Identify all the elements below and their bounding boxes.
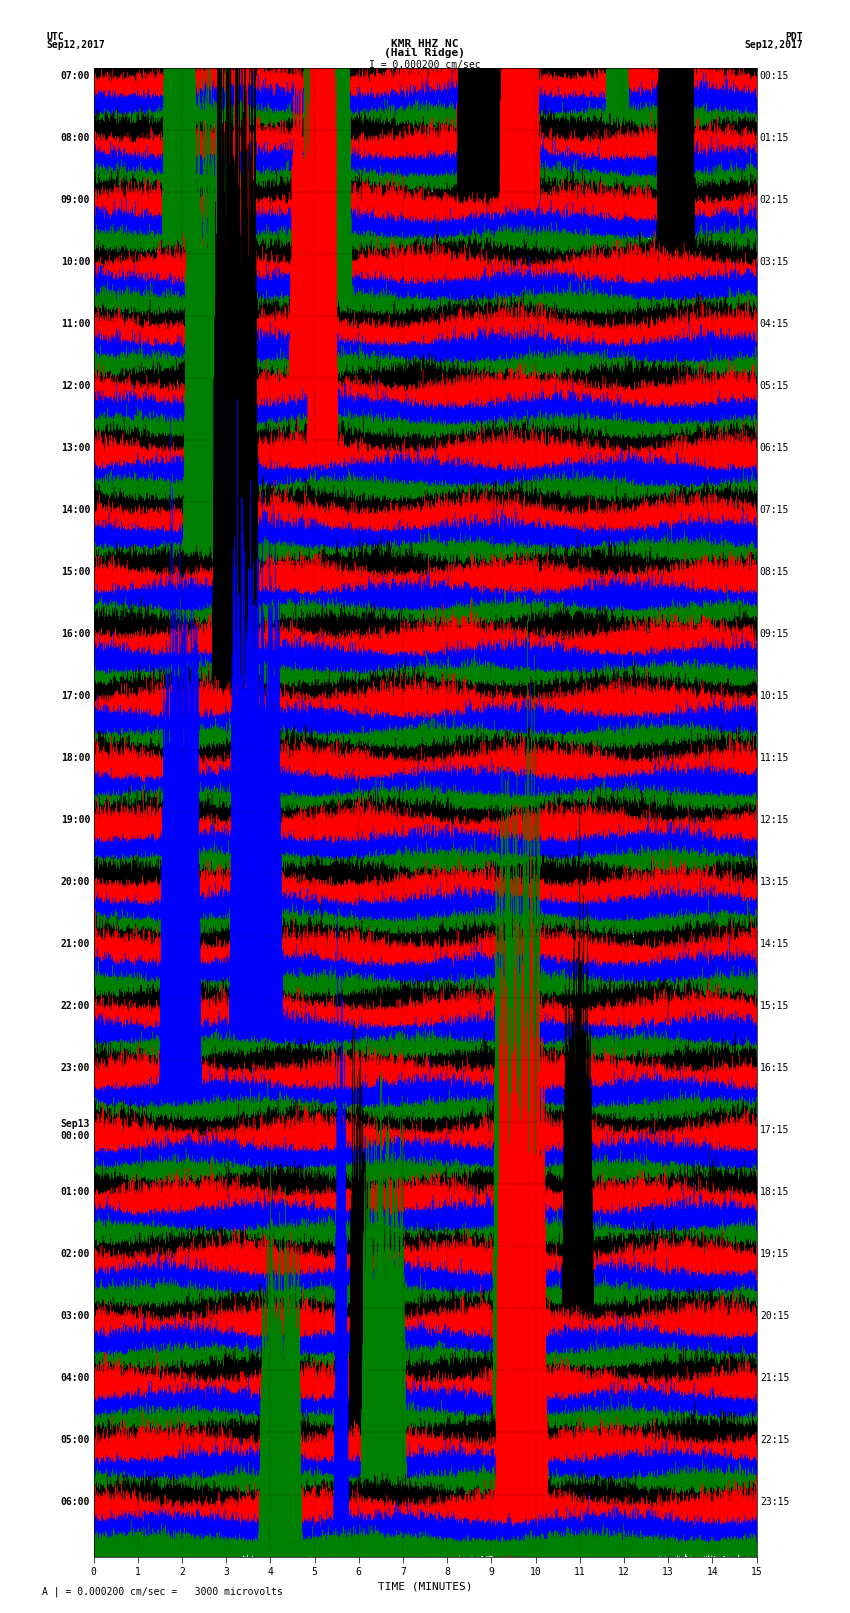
Text: 02:15: 02:15 xyxy=(760,195,789,205)
Text: 20:00: 20:00 xyxy=(61,877,90,887)
Text: 21:00: 21:00 xyxy=(61,939,90,948)
Text: 18:00: 18:00 xyxy=(61,753,90,763)
Text: 03:00: 03:00 xyxy=(61,1311,90,1321)
Text: 18:15: 18:15 xyxy=(760,1187,789,1197)
Text: 13:00: 13:00 xyxy=(61,442,90,453)
Text: 22:00: 22:00 xyxy=(61,1002,90,1011)
Text: 10:15: 10:15 xyxy=(760,690,789,700)
Text: 04:15: 04:15 xyxy=(760,319,789,329)
Text: 11:00: 11:00 xyxy=(61,319,90,329)
Text: 10:00: 10:00 xyxy=(61,256,90,266)
Text: KMR HHZ NC: KMR HHZ NC xyxy=(391,39,459,48)
Text: 02:00: 02:00 xyxy=(61,1248,90,1260)
Text: 07:00: 07:00 xyxy=(61,71,90,81)
Text: 06:00: 06:00 xyxy=(61,1497,90,1507)
Text: 17:00: 17:00 xyxy=(61,690,90,700)
Text: 19:00: 19:00 xyxy=(61,815,90,824)
Text: 11:15: 11:15 xyxy=(760,753,789,763)
Text: 08:00: 08:00 xyxy=(61,132,90,142)
Text: 17:15: 17:15 xyxy=(760,1124,789,1136)
Text: 01:15: 01:15 xyxy=(760,132,789,142)
Text: 16:15: 16:15 xyxy=(760,1063,789,1073)
Text: 20:15: 20:15 xyxy=(760,1311,789,1321)
Text: 12:15: 12:15 xyxy=(760,815,789,824)
Text: Sep13
00:00: Sep13 00:00 xyxy=(61,1119,90,1140)
Text: 07:15: 07:15 xyxy=(760,505,789,515)
Text: I = 0.000200 cm/sec: I = 0.000200 cm/sec xyxy=(369,60,481,69)
Text: 06:15: 06:15 xyxy=(760,442,789,453)
Text: 16:00: 16:00 xyxy=(61,629,90,639)
Text: 14:00: 14:00 xyxy=(61,505,90,515)
Text: 13:15: 13:15 xyxy=(760,877,789,887)
Text: 15:00: 15:00 xyxy=(61,566,90,577)
Text: 00:15: 00:15 xyxy=(760,71,789,81)
Text: 01:00: 01:00 xyxy=(61,1187,90,1197)
Text: (Hail Ridge): (Hail Ridge) xyxy=(384,48,466,58)
Text: Sep12,2017: Sep12,2017 xyxy=(47,40,105,50)
Text: 23:00: 23:00 xyxy=(61,1063,90,1073)
Text: 21:15: 21:15 xyxy=(760,1373,789,1384)
Text: 08:15: 08:15 xyxy=(760,566,789,577)
Text: 23:15: 23:15 xyxy=(760,1497,789,1507)
Text: 04:00: 04:00 xyxy=(61,1373,90,1384)
Text: PDT: PDT xyxy=(785,32,803,42)
Text: 19:15: 19:15 xyxy=(760,1248,789,1260)
Text: 15:15: 15:15 xyxy=(760,1002,789,1011)
Text: 05:00: 05:00 xyxy=(61,1436,90,1445)
Text: 14:15: 14:15 xyxy=(760,939,789,948)
Text: Sep12,2017: Sep12,2017 xyxy=(745,40,803,50)
Text: A | = 0.000200 cm/sec =   3000 microvolts: A | = 0.000200 cm/sec = 3000 microvolts xyxy=(42,1586,283,1597)
Text: 22:15: 22:15 xyxy=(760,1436,789,1445)
Text: 09:00: 09:00 xyxy=(61,195,90,205)
Text: UTC: UTC xyxy=(47,32,65,42)
Text: 12:00: 12:00 xyxy=(61,381,90,390)
Text: 03:15: 03:15 xyxy=(760,256,789,266)
Text: 09:15: 09:15 xyxy=(760,629,789,639)
X-axis label: TIME (MINUTES): TIME (MINUTES) xyxy=(377,1581,473,1590)
Text: 05:15: 05:15 xyxy=(760,381,789,390)
